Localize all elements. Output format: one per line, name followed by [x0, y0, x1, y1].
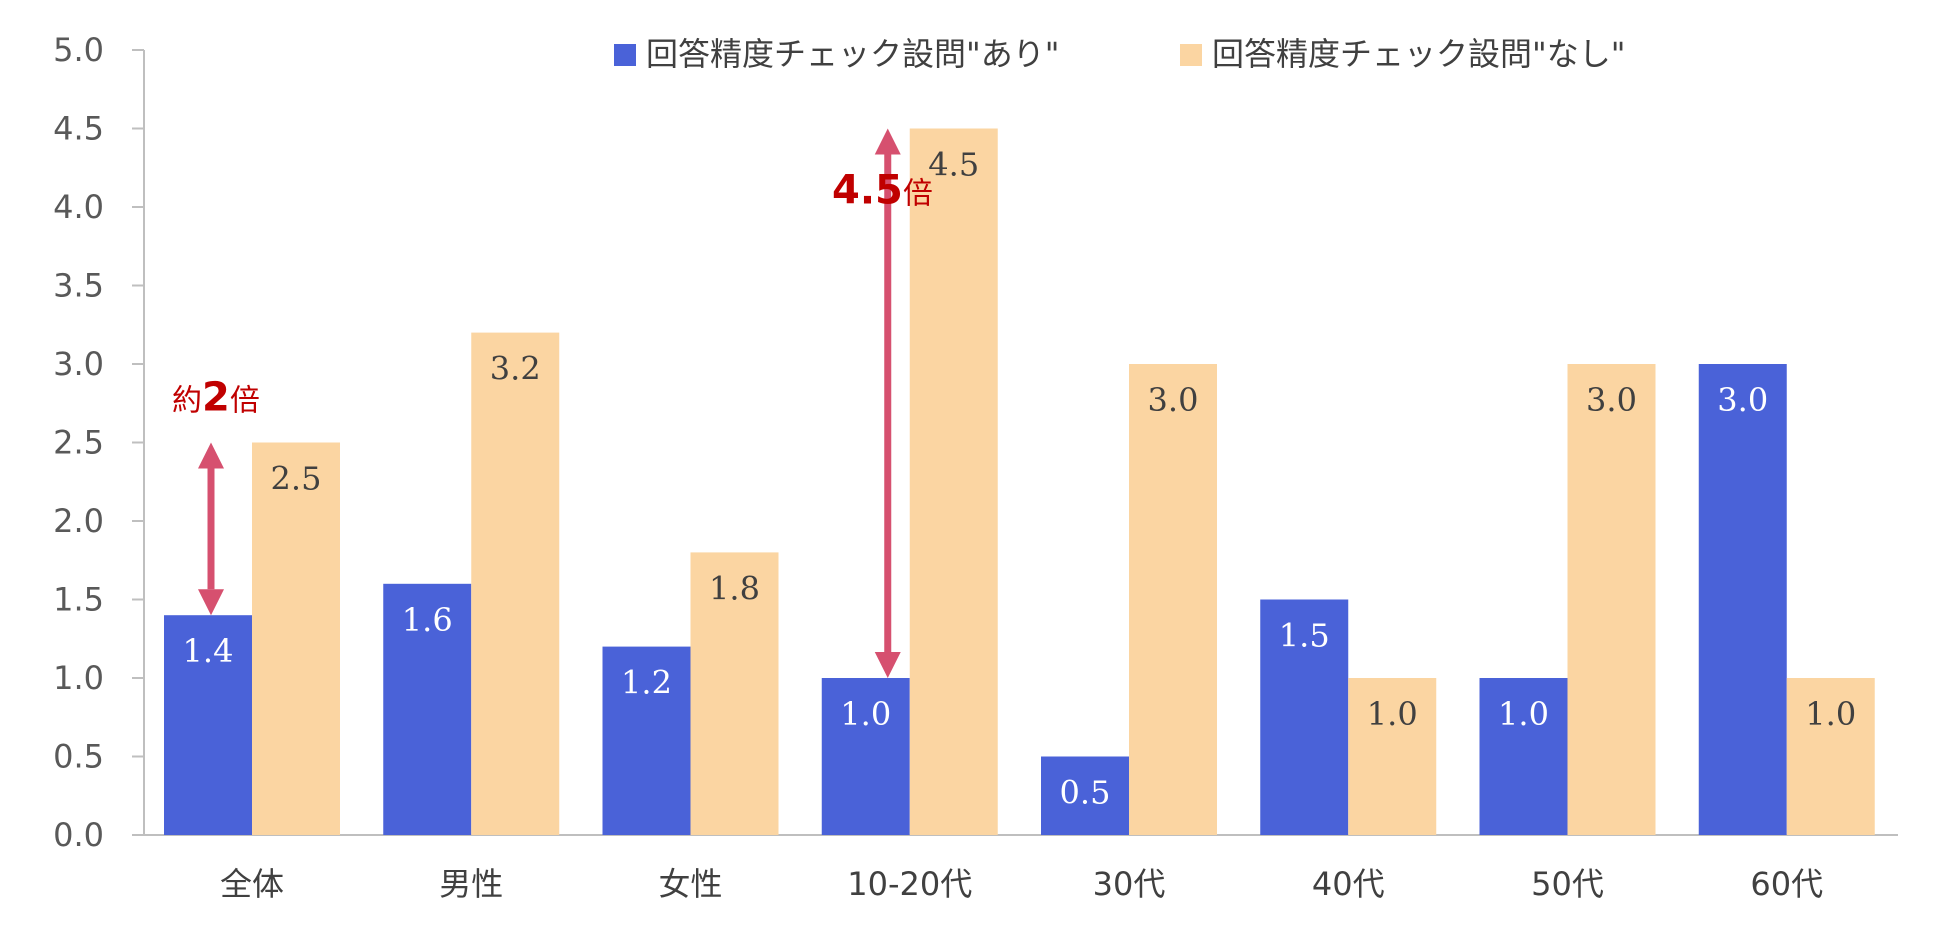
- data-label: 1.8: [709, 569, 760, 607]
- data-label: 1.0: [1498, 695, 1549, 733]
- bar-ari: [821, 678, 910, 835]
- x-tick-label: 50代: [1531, 865, 1604, 903]
- bar-ari: [1479, 678, 1568, 835]
- y-tick-label: 3.0: [53, 345, 104, 383]
- ratio-value: 4.5: [832, 168, 903, 214]
- bar-nashi: [909, 128, 998, 835]
- legend-label: 回答精度チェック設問"あり": [646, 35, 1059, 73]
- y-tick-label: 1.5: [53, 581, 104, 619]
- y-tick-label: 0.0: [53, 816, 104, 854]
- data-label: 1.0: [1367, 695, 1418, 733]
- y-tick-label: 2.0: [53, 502, 104, 540]
- data-labels: 1.4 1.6 1.2 1.0 0.5 1.5 1.0 3.0 2.5 3.2 1.8 4.5 3.0 1…: [183, 146, 1857, 812]
- x-tick-label: 女性: [658, 865, 722, 903]
- bar-nashi: [1348, 678, 1437, 835]
- bar-ari: [1260, 599, 1349, 835]
- x-tick-label: 男性: [439, 865, 503, 903]
- y-tick-label: 1.0: [53, 659, 104, 697]
- data-label: 3.0: [1586, 381, 1637, 419]
- y-tick-label: 5.0: [53, 31, 104, 69]
- ratio-suffix: 倍: [903, 177, 933, 212]
- bar-ari: [602, 646, 691, 835]
- data-label: 3.2: [490, 350, 541, 388]
- ratio-suffix: 倍: [230, 384, 260, 419]
- ratio-arrow-head-up: [874, 128, 901, 155]
- y-tick-label: 4.0: [53, 188, 104, 226]
- bar-ari: [1698, 364, 1787, 835]
- bar-ari: [164, 615, 252, 835]
- legend: 回答精度チェック設問"あり" 回答精度チェック設問"なし": [614, 35, 1625, 73]
- ratio-prefix: 約: [172, 384, 202, 419]
- ratio-value: 2: [202, 375, 230, 421]
- legend-swatch: [614, 44, 636, 66]
- x-tick-label: 全体: [220, 865, 284, 903]
- y-tick-label: 2.5: [53, 424, 104, 462]
- ratio-arrow-head-down: [874, 652, 901, 678]
- ratio-arrow-head-down: [198, 589, 224, 616]
- data-label: 4.5: [928, 146, 979, 184]
- ratio-annotation: 4.5倍: [832, 168, 933, 214]
- data-label: 1.6: [402, 601, 453, 639]
- ratio-arrow-head-up: [198, 442, 224, 469]
- data-label: 1.4: [183, 632, 234, 670]
- bar-nashi: [252, 442, 340, 835]
- x-tick-label: 40代: [1312, 865, 1385, 903]
- data-label: 0.5: [1060, 774, 1111, 812]
- bar-nashi: [1129, 364, 1217, 835]
- data-label: 2.5: [271, 460, 322, 498]
- y-tick-label: 4.5: [53, 110, 104, 148]
- axes: 0.0 0.5 1.0 1.5 2.0 2.5 3.0 3.5 4.0 4.5 5.0 全体 男性 女性 1…: [53, 31, 1898, 903]
- bar-ari: [1041, 756, 1129, 835]
- x-tick-label: 10-20代: [847, 865, 972, 903]
- legend-label: 回答精度チェック設問"なし": [1212, 35, 1625, 73]
- legend-swatch: [1180, 44, 1202, 66]
- y-tick-label: 0.5: [53, 738, 104, 776]
- data-label: 1.0: [840, 695, 891, 733]
- ratio-annotation: 約2倍: [172, 375, 260, 421]
- bar-nashi: [471, 332, 560, 835]
- bar-nashi: [690, 552, 779, 835]
- bar-ari: [383, 583, 472, 835]
- data-label: 3.0: [1148, 381, 1199, 419]
- x-tick-label: 30代: [1093, 865, 1166, 903]
- data-label: 1.2: [621, 664, 672, 702]
- data-label: 1.0: [1805, 695, 1856, 733]
- y-tick-label: 3.5: [53, 267, 104, 305]
- data-label: 1.5: [1279, 617, 1330, 655]
- x-tick-label: 60代: [1750, 865, 1823, 903]
- data-label: 3.0: [1717, 381, 1768, 419]
- bars: [164, 128, 1875, 835]
- bar-nashi: [1786, 678, 1875, 835]
- bar-nashi: [1567, 364, 1656, 835]
